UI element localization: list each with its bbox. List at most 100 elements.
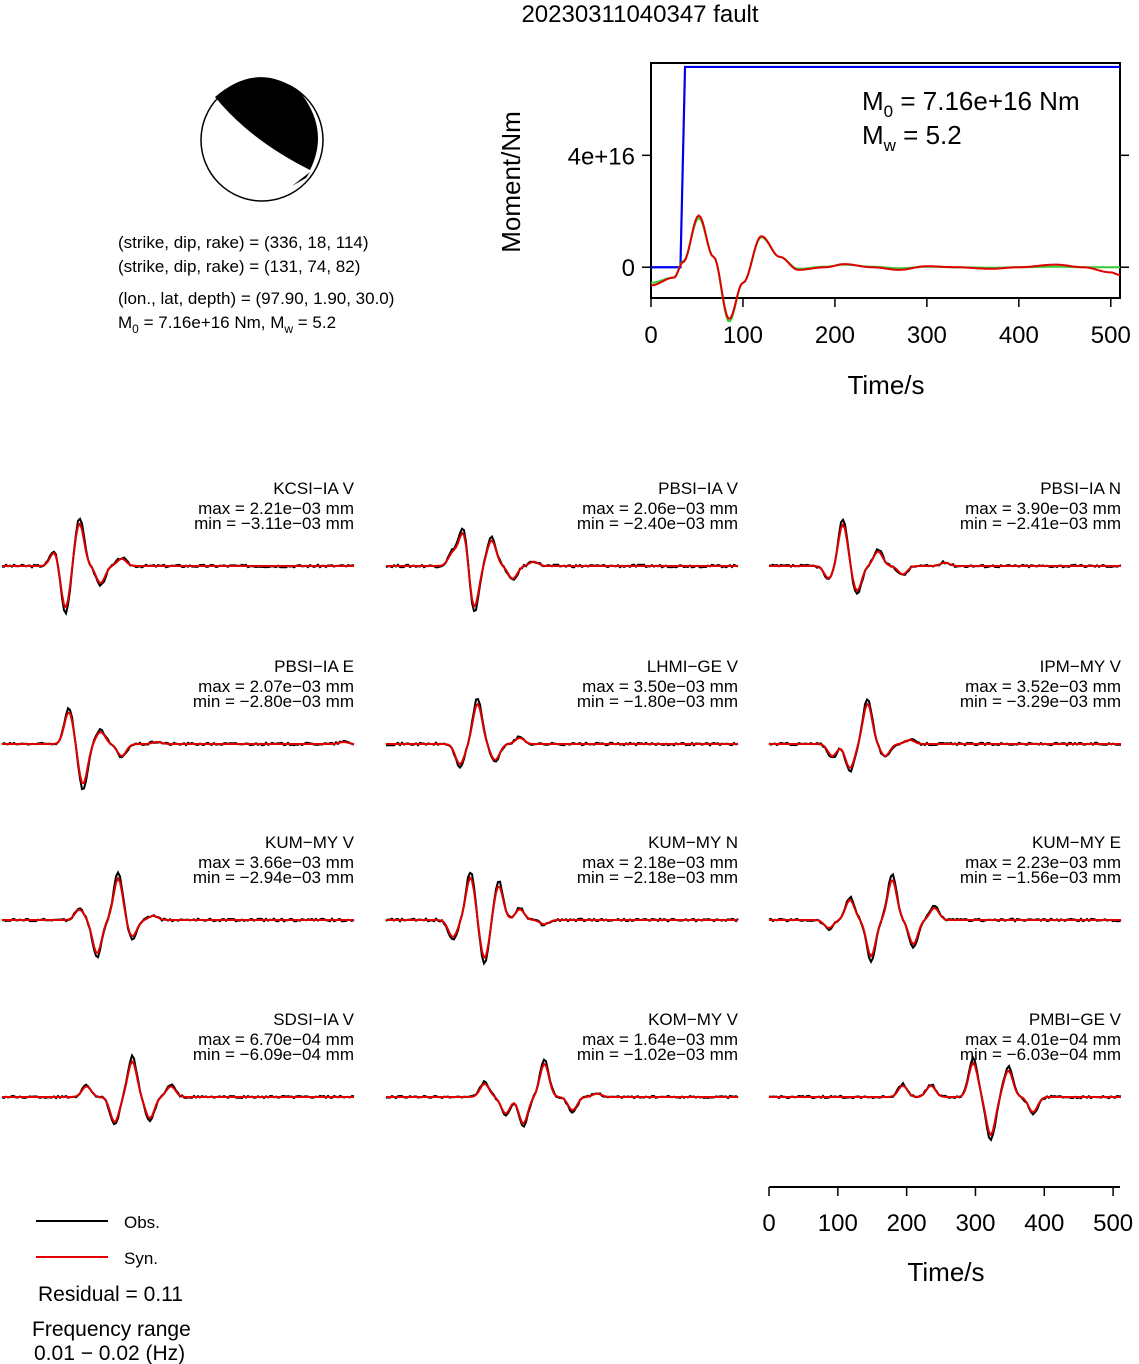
beachball <box>200 77 324 202</box>
cumulative-moment-line <box>651 65 1120 269</box>
station-name: IPM−MY V <box>1040 657 1122 676</box>
beachball-small-quadrant <box>292 172 310 186</box>
station-min: min = −2.94e−03 mm <box>193 868 354 887</box>
moment-y-tick-label: 4e+16 <box>568 143 635 170</box>
station-name: PBSI−IA N <box>1040 479 1121 498</box>
station-max: max = 6.70e−04 mm <box>198 1030 354 1049</box>
station-name: KOM−MY V <box>648 1010 739 1029</box>
waveform-x-tick-label: 300 <box>955 1210 995 1237</box>
moment-y-ticks: 0 4e+16 <box>568 143 1129 282</box>
station-max: max = 2.23e−03 mm <box>965 853 1121 872</box>
station-max: max = 3.90e−03 mm <box>965 499 1121 518</box>
moment-x-tick-label: 0 <box>644 322 657 349</box>
observed-waveform <box>385 1058 739 1129</box>
station-name: KUM−MY N <box>648 833 738 852</box>
station-min: min = −6.03e−04 mm <box>960 1045 1121 1064</box>
station-name: PBSI−IA E <box>274 657 354 676</box>
observed-waveform <box>768 1055 1122 1142</box>
station-min: min = −2.80e−03 mm <box>193 692 354 711</box>
moment-x-tick-label: 100 <box>723 322 763 349</box>
synthetic-waveform <box>386 702 738 766</box>
station-name: PBSI−IA V <box>658 479 739 498</box>
legend: Obs. Syn. <box>36 1213 160 1268</box>
station-name: LHMI−GE V <box>647 657 739 676</box>
waveform-x-ticks: 0 100 200 300 400 500 <box>762 1187 1133 1237</box>
frequency-range-value: 0.01 − 0.02 (Hz) <box>34 1342 185 1364</box>
synthetic-waveform <box>386 875 738 960</box>
station-min: min = −2.40e−03 mm <box>577 514 738 533</box>
moment-x-tick-label: 400 <box>999 322 1039 349</box>
waveform-x-tick-label: 400 <box>1024 1210 1064 1237</box>
moment-x-tick-label: 200 <box>815 322 855 349</box>
frequency-range-label: Frequency range <box>32 1318 191 1341</box>
station-max: max = 2.18e−03 mm <box>582 853 738 872</box>
synthetic-waveform <box>769 522 1121 593</box>
legend-obs-label: Obs. <box>124 1213 160 1232</box>
synthetic-waveform <box>769 702 1121 769</box>
observed-waveform <box>1 706 355 791</box>
mechanism-info: (strike, dip, rake) = (336, 18, 114) (st… <box>118 233 394 336</box>
station-name: KUM−MY V <box>265 833 355 852</box>
synthetic-waveform <box>386 531 738 609</box>
moment-magnitude-line: M0 = 7.16e+16 Nm, Mw = 5.2 <box>118 313 336 336</box>
waveform-x-tick-label: 0 <box>762 1210 775 1237</box>
observed-waveform <box>385 527 739 613</box>
residual-label: Residual = 0.11 <box>38 1283 183 1306</box>
station-name: KUM−MY E <box>1032 833 1121 852</box>
legend-syn-label: Syn. <box>124 1249 158 1268</box>
station-max: max = 2.07e−03 mm <box>198 677 354 696</box>
synthetic-waveform <box>2 711 355 785</box>
moment-x-label: Time/s <box>847 370 924 400</box>
station-min: min = −3.29e−03 mm <box>960 692 1121 711</box>
synthetic-waveform <box>2 876 354 954</box>
station-max: max = 4.01e−04 mm <box>965 1030 1121 1049</box>
m0-annotation: M0 = 7.16e+16 Nm <box>862 86 1080 121</box>
waveform-time-axis: 0 100 200 300 400 500 Time/s <box>762 1186 1133 1287</box>
moment-x-ticks: 0 100 200 300 400 500 <box>644 298 1131 349</box>
waveform-x-tick-label: 500 <box>1093 1210 1133 1237</box>
station-max: max = 3.52e−03 mm <box>965 677 1121 696</box>
synthetic-waveform <box>386 1062 738 1125</box>
moment-x-tick-label: 500 <box>1091 322 1131 349</box>
station-name: KCSI−IA V <box>273 479 354 498</box>
synthetic-waveform <box>769 879 1121 959</box>
moment-x-tick-label: 300 <box>907 322 947 349</box>
station-min: min = −1.56e−03 mm <box>960 868 1121 887</box>
figure-title: 20230311040347 fault <box>521 1 758 28</box>
waveform-x-tick-label: 200 <box>887 1210 927 1237</box>
stf-observed-line <box>650 214 1121 320</box>
station-max: max = 3.50e−03 mm <box>582 677 738 696</box>
station-min: min = −6.09e−04 mm <box>193 1045 354 1064</box>
mw-annotation: Mw = 5.2 <box>862 120 962 155</box>
moment-curves <box>650 65 1121 323</box>
nodal-plane-1: (strike, dip, rake) = (336, 18, 114) <box>118 233 369 252</box>
moment-y-label: Moment/Nm <box>496 111 526 253</box>
waveform-x-tick-label: 100 <box>818 1210 858 1237</box>
observed-waveform <box>1 1053 355 1126</box>
nodal-plane-2: (strike, dip, rake) = (131, 74, 82) <box>118 257 360 276</box>
station-min: min = −2.18e−03 mm <box>577 868 738 887</box>
station-min: min = −1.80e−03 mm <box>577 692 738 711</box>
station-max: max = 3.66e−03 mm <box>198 853 354 872</box>
synthetic-waveform <box>2 521 354 610</box>
stf-synthetic-line <box>650 216 1120 323</box>
station-name: SDSI−IA V <box>273 1010 354 1029</box>
station-name: PMBI−GE V <box>1029 1010 1122 1029</box>
station-max: max = 2.21e−03 mm <box>198 499 354 518</box>
moment-rate-panel: 0 100 200 300 400 500 0 4e+16 Moment/Nm Time/s… <box>496 62 1131 400</box>
station-min: min = −3.11e−03 mm <box>194 514 354 533</box>
waveform-x-label: Time/s <box>907 1257 984 1287</box>
